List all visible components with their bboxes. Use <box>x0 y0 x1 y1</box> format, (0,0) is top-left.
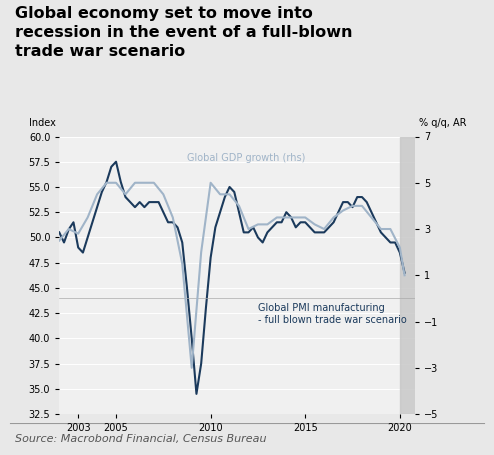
Text: Source: Macrobond Financial, Census Bureau: Source: Macrobond Financial, Census Bure… <box>15 434 266 444</box>
Text: Global GDP growth (rhs): Global GDP growth (rhs) <box>187 153 306 163</box>
Text: Global PMI manufacturing
- full blown trade war scenario: Global PMI manufacturing - full blown tr… <box>258 303 407 324</box>
Text: % q/q, AR: % q/q, AR <box>418 118 466 128</box>
Text: Index: Index <box>29 118 56 128</box>
Text: Global economy set to move into
recession in the event of a full-blown
trade war: Global economy set to move into recessio… <box>15 6 352 59</box>
Bar <box>400 136 419 414</box>
